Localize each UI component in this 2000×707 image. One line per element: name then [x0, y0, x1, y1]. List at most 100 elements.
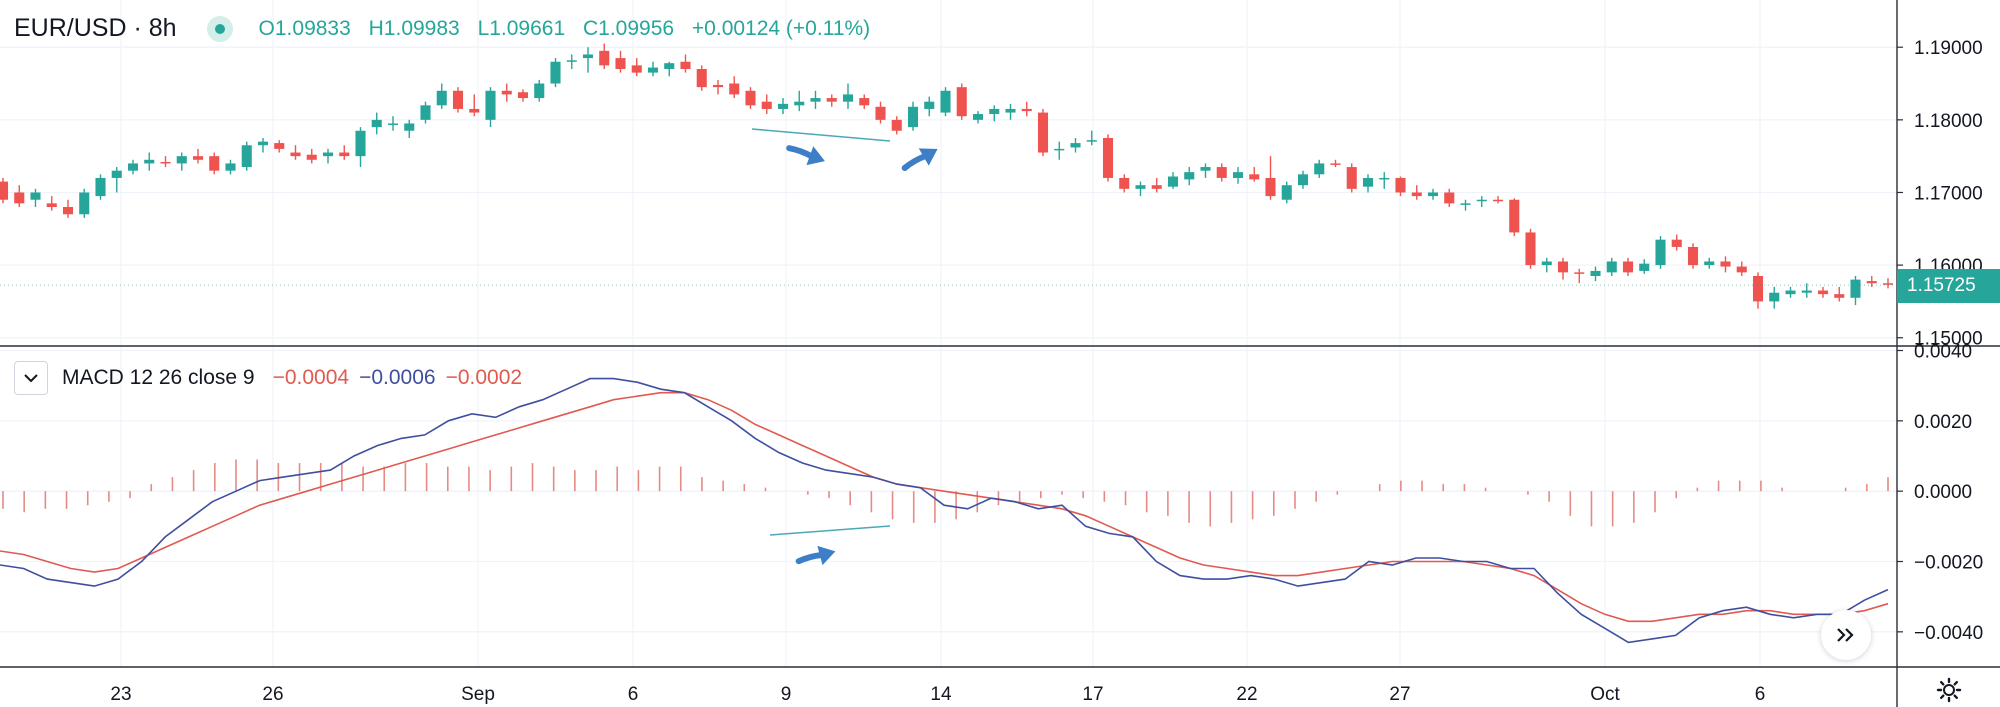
macd-name[interactable]: MACD 12 26 close 9 [62, 366, 255, 389]
candle-body [355, 130, 366, 157]
candle-body [696, 69, 707, 88]
candle-body [1752, 276, 1764, 302]
candle [127, 159, 139, 175]
candle-body [404, 123, 415, 131]
candle-body [842, 94, 854, 102]
candle [1525, 228, 1536, 269]
candle-body [517, 92, 529, 99]
candle-body [1557, 261, 1569, 273]
candle-body [1200, 167, 1211, 171]
candle [1070, 138, 1081, 153]
candle [940, 87, 951, 117]
double-chevron-right-icon [1837, 628, 1854, 642]
close-value: C1.09956 [583, 16, 675, 40]
market-status-icon [206, 15, 233, 42]
price-tick-label: 1.17000 [1914, 183, 1983, 204]
candle [1427, 188, 1439, 200]
candle-body [891, 119, 902, 131]
candle-body [127, 163, 139, 171]
candle [257, 138, 269, 153]
candle-body [1102, 138, 1114, 178]
candle [1249, 167, 1260, 182]
candle [1314, 159, 1325, 178]
candle [1639, 259, 1650, 274]
candle [761, 94, 772, 115]
candle-body [322, 152, 334, 157]
collapse-toggle-button[interactable] [14, 361, 48, 395]
candle [1850, 276, 1861, 306]
candle-body [1736, 266, 1747, 273]
candle-body [46, 203, 57, 207]
candle-body [599, 50, 610, 66]
candle [1606, 257, 1617, 276]
candle-body [745, 90, 756, 106]
candle [95, 174, 106, 200]
open-value: O1.09833 [258, 16, 351, 40]
gear-icon[interactable] [1935, 676, 1963, 704]
candle [322, 148, 334, 164]
candle-body [1037, 112, 1049, 153]
candle [859, 94, 870, 109]
time-tick-label: 27 [1389, 684, 1410, 705]
candle-body [1297, 174, 1309, 186]
candle [274, 140, 285, 153]
candle [599, 43, 610, 69]
price-tick-label: 1.15000 [1914, 329, 1983, 350]
candle [371, 112, 382, 135]
candle-body [257, 141, 269, 146]
symbol-label[interactable]: EUR/USD · 8h [14, 14, 177, 42]
candle-body [989, 108, 1000, 115]
candle-body [1119, 177, 1130, 189]
scroll-to-realtime-button[interactable] [1821, 610, 1871, 660]
candle [1444, 188, 1455, 207]
candle-body [1427, 192, 1439, 197]
candle-body [1882, 283, 1894, 285]
candle-body [469, 108, 480, 113]
candle-body [826, 98, 837, 102]
candle-body [1395, 177, 1406, 193]
candle [1687, 243, 1699, 269]
annotation-arrow [901, 148, 938, 171]
candle-body [209, 156, 220, 171]
arrow-shaft [786, 145, 815, 160]
candle [1769, 286, 1780, 309]
candle [1541, 257, 1552, 273]
candle [1817, 286, 1829, 298]
candle-body [794, 101, 805, 106]
arrow-head [806, 146, 825, 166]
candle-body [1232, 172, 1244, 178]
candle-body [1671, 239, 1682, 247]
time-axis: 23 26 Sep 6 9 14 17 22 27 Oct 6 [110, 684, 1765, 705]
candle [647, 61, 659, 77]
arrow-head [918, 148, 938, 166]
candle [924, 96, 935, 117]
macd-value: −0.0004 [272, 366, 350, 389]
candle-body [1135, 185, 1146, 189]
candle-body [1492, 199, 1504, 202]
divergence-trendline [769, 525, 891, 536]
arrow-shaft [901, 153, 929, 171]
candle [891, 116, 902, 135]
candle [469, 94, 480, 117]
candle-body [1574, 272, 1585, 274]
candle-body [907, 106, 919, 128]
candle-body [1379, 177, 1390, 180]
macd-tick-label: 0.0000 [1914, 482, 1972, 503]
candle-body [712, 84, 724, 88]
macd-tick-label: 0.0040 [1914, 342, 1972, 363]
candle-body [1070, 143, 1081, 148]
candle-body [1687, 246, 1699, 266]
candle [1411, 185, 1422, 200]
candle [1395, 176, 1406, 197]
candle [0, 177, 9, 204]
candle-body [1314, 163, 1325, 175]
candle-body [1151, 185, 1162, 189]
candle [192, 148, 204, 164]
candle [404, 119, 415, 138]
candle [729, 76, 740, 99]
candle-body [859, 98, 870, 106]
candle [1135, 181, 1146, 197]
candle [1460, 199, 1471, 211]
time-tick-label: 22 [1236, 684, 1257, 705]
